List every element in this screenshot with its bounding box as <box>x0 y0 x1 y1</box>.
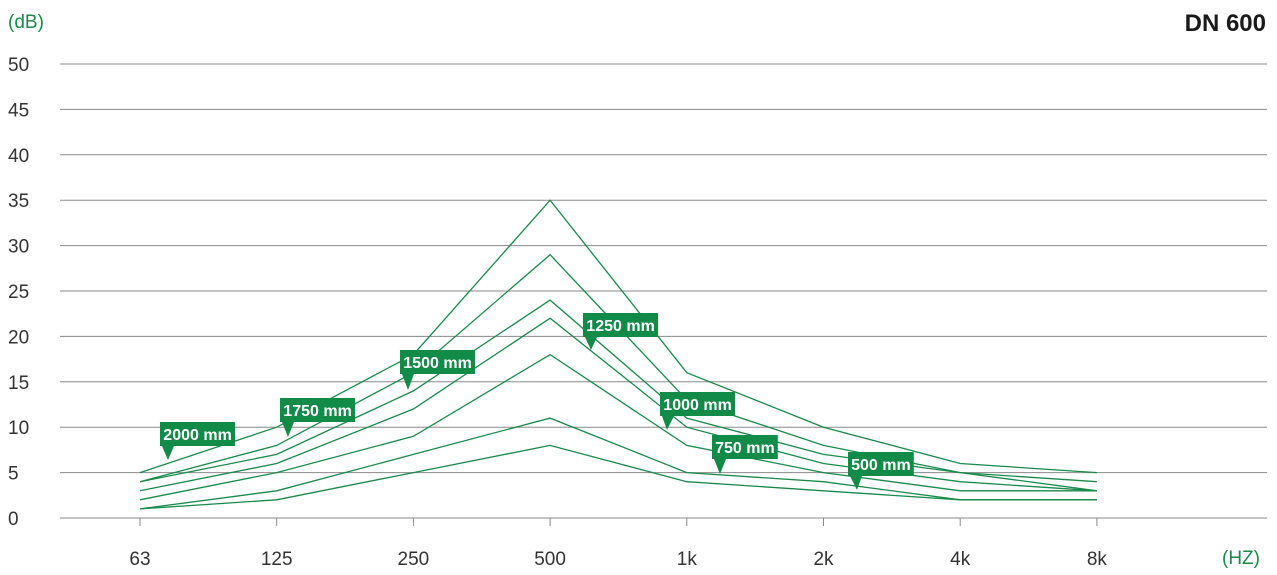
series-label-pointer <box>162 446 174 460</box>
x-tick-label: 1k <box>677 549 698 570</box>
series-label-box <box>712 435 778 459</box>
series-line <box>139 317 1097 492</box>
series-label-box <box>583 313 659 337</box>
series-label-pointer <box>282 422 294 437</box>
x-axis-ticks: 63 125 250 500 1k 2k 4k 8k <box>129 518 1107 570</box>
series-label-text: 1750 mm <box>283 403 352 420</box>
series-line <box>139 299 1097 492</box>
y-tick-label: 35 <box>8 191 29 212</box>
series-label: 1000 mm <box>660 392 736 430</box>
series-lines <box>139 199 1097 510</box>
series-label-text: 500 mm <box>851 457 911 474</box>
y-tick-label: 25 <box>8 282 29 303</box>
x-tick-label: 500 <box>534 549 566 570</box>
y-tick-label: 0 <box>8 509 19 530</box>
series-label-box <box>848 452 914 476</box>
series-label: 2000 mm <box>160 422 236 460</box>
x-tick-label: 8k <box>1087 549 1108 570</box>
series-line <box>139 417 1097 510</box>
y-tick-label: 50 <box>8 55 29 76</box>
series-label-pointer <box>714 459 726 474</box>
y-tick-label: 20 <box>8 327 29 348</box>
series-label-pointer <box>585 337 597 350</box>
series-label-text: 2000 mm <box>163 427 232 444</box>
x-tick-label: 250 <box>398 549 430 570</box>
x-tick-label: 4k <box>950 549 971 570</box>
x-axis-label: (HZ) <box>1222 548 1260 569</box>
y-tick-label: 10 <box>8 418 29 439</box>
series-label-text: 1000 mm <box>663 397 732 414</box>
y-tick-label: 30 <box>8 237 29 258</box>
y-tick-label: 5 <box>8 464 19 485</box>
y-tick-label: 40 <box>8 146 29 167</box>
series-labels: 2000 mm 1750 mm 1500 mm 1250 mm 1000 mm 750 m… <box>160 313 914 490</box>
series-label-pointer <box>402 374 414 390</box>
x-tick-label: 2k <box>813 549 834 570</box>
series-label-box <box>280 398 356 422</box>
series-label: 1250 mm <box>583 313 659 350</box>
y-axis-ticks: 0 5 10 15 20 25 30 35 40 45 50 <box>8 55 29 530</box>
series-label: 750 mm <box>712 435 778 474</box>
series-label-text: 1250 mm <box>586 318 655 335</box>
chart-title: DN 600 <box>1185 10 1266 37</box>
series-label-pointer <box>850 476 862 490</box>
series-line <box>139 444 1097 510</box>
x-tick-label: 125 <box>261 549 293 570</box>
series-line <box>139 253 1097 483</box>
series-line <box>139 353 1097 501</box>
y-tick-label: 15 <box>8 373 29 394</box>
series-label: 500 mm <box>848 452 914 490</box>
series-label-box <box>160 422 236 446</box>
y-axis-label: (dB) <box>8 12 44 33</box>
series-label: 1750 mm <box>280 398 356 437</box>
series-label-box <box>400 350 476 374</box>
x-tick-label: 63 <box>129 549 150 570</box>
series-label-text: 750 mm <box>715 440 775 457</box>
series-label-text: 1500 mm <box>403 355 472 372</box>
grid-lines <box>60 63 1267 519</box>
y-tick-label: 45 <box>8 100 29 121</box>
series-label-pointer <box>662 416 674 430</box>
series-label-box <box>660 392 736 416</box>
series-label: 1500 mm <box>400 350 476 390</box>
